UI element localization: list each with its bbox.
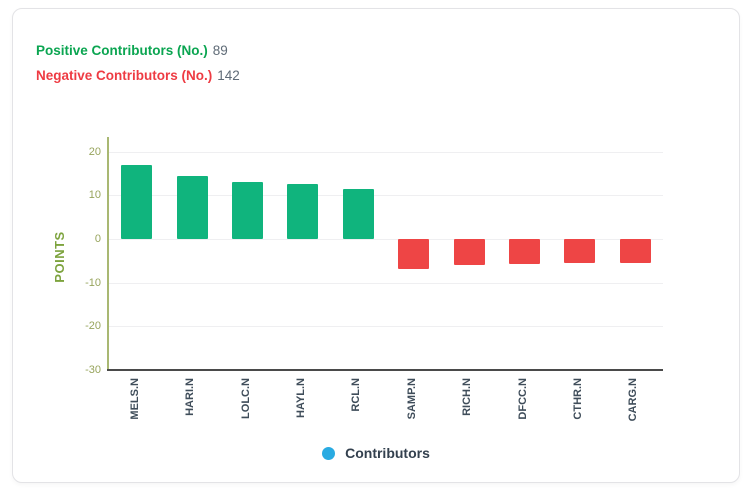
y-tick-label: 0 bbox=[94, 233, 101, 245]
negative-contributors-line: Negative Contributors (No.) 142 bbox=[36, 63, 240, 88]
bar-dfcc-n[interactable] bbox=[509, 239, 540, 265]
bar-mels-n[interactable] bbox=[121, 164, 153, 239]
x-category-label: CARG.N bbox=[627, 378, 640, 422]
bar-carg-n[interactable] bbox=[619, 239, 651, 263]
contributors-summary: Positive Contributors (No.) 89 Negative C… bbox=[36, 38, 240, 88]
plot-area bbox=[107, 137, 663, 371]
y-tick-label: -20 bbox=[85, 320, 101, 333]
negative-contributors-label: Negative Contributors (No.) bbox=[36, 68, 213, 83]
x-category-label: CTHR.N bbox=[571, 378, 584, 420]
y-tick-label: -30 bbox=[85, 364, 101, 377]
positive-contributors-line: Positive Contributors (No.) 89 bbox=[36, 38, 240, 63]
positive-contributors-label: Positive Contributors (No.) bbox=[36, 43, 208, 58]
contributors-bar-chart: POINTS Contributors 20 10 0 -10 -20 -30 MELS.N… bbox=[13, 9, 739, 482]
bar-hayl-n[interactable] bbox=[287, 184, 319, 239]
x-category-label: SAMP.N bbox=[405, 378, 418, 420]
legend-dot-icon[interactable] bbox=[322, 446, 336, 460]
negative-contributors-count: 142 bbox=[217, 68, 240, 83]
x-category-label: HAYL.N bbox=[294, 378, 307, 418]
x-axis-line bbox=[107, 369, 663, 371]
bar-cthr-n[interactable] bbox=[564, 239, 596, 264]
bar-samp-n[interactable] bbox=[398, 239, 430, 269]
gridline bbox=[109, 239, 663, 240]
contributors-card: Positive Contributors (No.) 89 Negative C… bbox=[12, 8, 740, 483]
x-category-label: MELS.N bbox=[128, 378, 141, 420]
y-axis-line bbox=[107, 137, 109, 370]
x-category-label: RICH.N bbox=[461, 378, 474, 416]
x-category-label: HARI.N bbox=[184, 378, 197, 416]
gridline bbox=[109, 195, 663, 197]
positive-contributors-count: 89 bbox=[212, 43, 228, 58]
bar-rich-n[interactable] bbox=[453, 239, 485, 266]
y-tick-label: 20 bbox=[88, 145, 101, 158]
legend-label[interactable]: Contributors bbox=[345, 445, 430, 461]
x-category-label: LOLC.N bbox=[239, 378, 252, 419]
x-category-label: DFCC.N bbox=[516, 378, 529, 420]
gridline bbox=[109, 326, 663, 328]
y-tick-label: -10 bbox=[85, 276, 101, 289]
bar-lolc-n[interactable] bbox=[232, 182, 263, 239]
bar-hari-n[interactable] bbox=[176, 175, 208, 239]
gridline bbox=[109, 282, 663, 284]
gridline bbox=[109, 151, 663, 153]
y-tick-label: 10 bbox=[88, 189, 101, 202]
x-category-label: RCL.N bbox=[350, 378, 363, 412]
chart-legend: Contributors bbox=[13, 445, 739, 461]
bar-rcl-n[interactable] bbox=[342, 188, 374, 239]
